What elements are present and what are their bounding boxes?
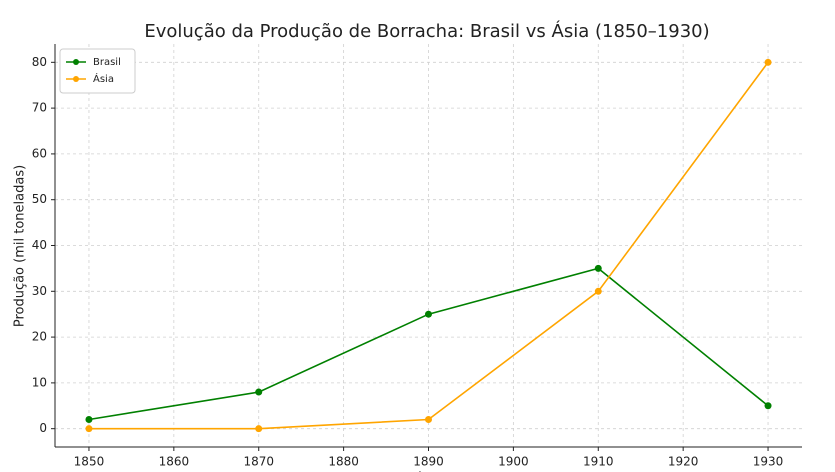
legend-label: Brasil bbox=[93, 57, 121, 68]
y-tick-label: 50 bbox=[32, 192, 47, 206]
y-tick-label: 10 bbox=[32, 375, 47, 389]
x-axis-label: Ano bbox=[415, 471, 440, 472]
y-tick-label: 20 bbox=[32, 330, 47, 344]
x-tick-label: 1910 bbox=[583, 455, 614, 469]
y-tick-label: 0 bbox=[39, 421, 47, 435]
chart-title: Evolução da Produção de Borracha: Brasil… bbox=[144, 20, 709, 42]
y-tick-label: 30 bbox=[32, 284, 47, 298]
data-point bbox=[425, 416, 432, 424]
x-tick-label: 1860 bbox=[159, 455, 190, 469]
data-point bbox=[425, 310, 432, 318]
y-tick-label: 40 bbox=[32, 238, 47, 252]
data-point bbox=[764, 58, 772, 66]
x-tick-label: 1870 bbox=[243, 455, 274, 469]
x-tick-label: 1890 bbox=[413, 455, 444, 469]
y-tick-label: 80 bbox=[32, 55, 47, 69]
y-axis-label: Produção (mil toneladas) bbox=[13, 165, 28, 327]
x-tick-label: 1930 bbox=[753, 455, 784, 469]
legend-marker bbox=[73, 59, 79, 65]
data-point bbox=[255, 425, 263, 433]
data-point bbox=[255, 388, 263, 396]
data-point bbox=[85, 416, 93, 424]
x-tick-label: 1920 bbox=[668, 455, 699, 469]
x-tick-label: 1900 bbox=[498, 455, 529, 469]
data-point bbox=[594, 287, 602, 295]
data-point bbox=[594, 264, 602, 272]
legend-label: Ásia bbox=[93, 72, 114, 85]
data-point bbox=[764, 402, 772, 410]
data-point bbox=[85, 425, 93, 433]
x-tick-label: 1850 bbox=[74, 455, 105, 469]
legend-marker bbox=[73, 76, 79, 82]
legend-box bbox=[59, 48, 136, 94]
y-tick-label: 60 bbox=[32, 146, 47, 160]
x-tick-label: 1880 bbox=[328, 455, 359, 469]
y-tick-label: 70 bbox=[32, 101, 47, 115]
